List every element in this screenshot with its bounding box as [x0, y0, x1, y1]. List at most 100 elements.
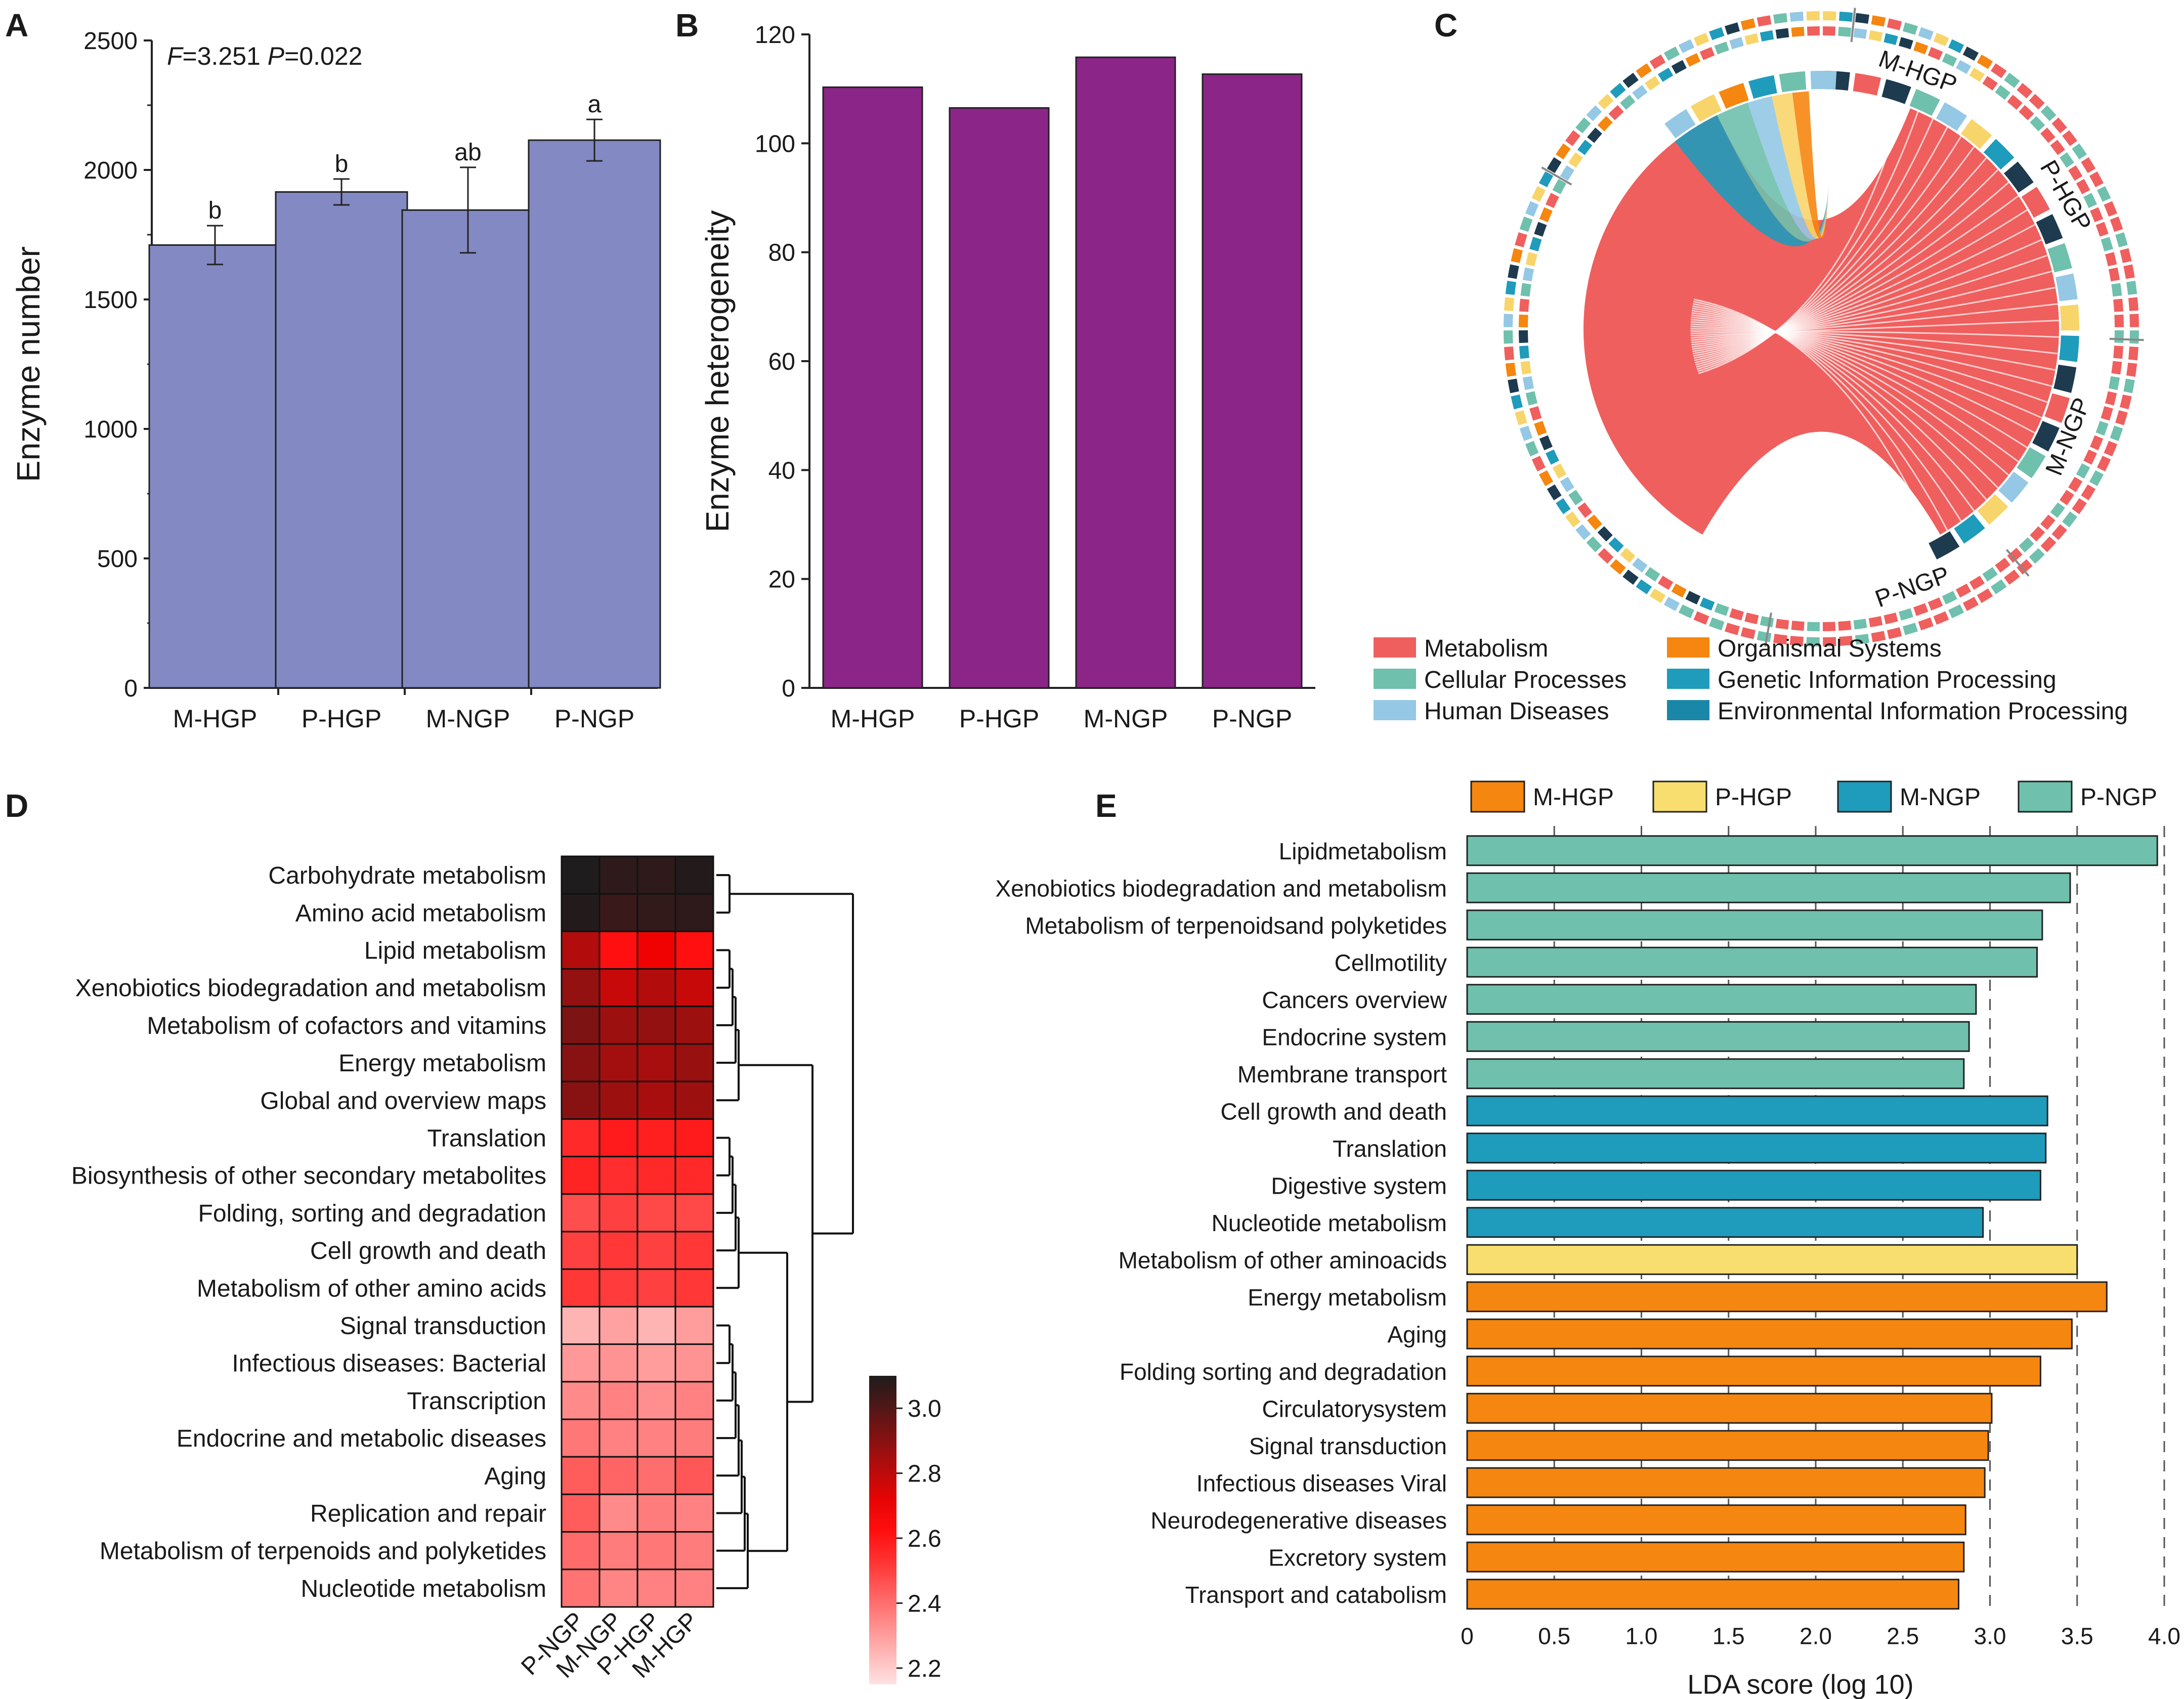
outer-ring-stripe	[1525, 441, 1539, 457]
bar-m-ngp	[1075, 56, 1176, 689]
legend-label: M-NGP	[1900, 784, 1981, 811]
heatmap-cell	[598, 1531, 638, 1571]
chord-fan-line	[1695, 136, 1962, 366]
outer-ring-stripe	[1522, 267, 1534, 282]
heatmap-cell	[674, 1381, 714, 1420]
outer-ring-stripe	[2019, 105, 2034, 120]
outer-ring-stripe	[2083, 193, 2097, 208]
y-tick-label: 1500	[83, 287, 138, 314]
bar-label: Aging	[1387, 1321, 1447, 1347]
outer-ring-stripe	[2123, 378, 2135, 394]
chord-fan-line	[1691, 270, 2052, 343]
outer-ring-stripe	[1525, 252, 1537, 267]
group-divider	[2109, 337, 2144, 341]
heatmap-cell	[636, 1418, 676, 1458]
y-tick-label: 80	[768, 240, 795, 267]
legend-label: Organismal Systems	[1718, 635, 1942, 662]
y-axis-label: Enzyme number	[10, 246, 47, 482]
outer-ring-stripe	[1560, 476, 1574, 493]
chord-fan-line	[1696, 126, 1948, 368]
heatmap-cell	[674, 1193, 714, 1233]
outer-ring-stripe	[2101, 237, 2113, 251]
outer-ring-stripe	[1839, 12, 1853, 22]
outer-ring-stripe	[2110, 216, 2123, 232]
chord-fan-line	[1691, 319, 2036, 434]
outer-ring-stripe	[1913, 603, 1929, 616]
outer-ring-stripe	[2114, 314, 2124, 327]
significance-letter: b	[335, 151, 349, 178]
outer-ring-stripe	[1693, 611, 1709, 625]
outer-ring-stripe	[2060, 490, 2074, 505]
outer-ring-stripe	[1693, 32, 1709, 47]
heatmap-cell	[598, 1231, 638, 1270]
outer-ring-stripe	[1823, 637, 1836, 646]
outer-ring-stripe	[1520, 361, 1531, 375]
row-label: Signal transduction	[340, 1313, 546, 1340]
outer-ring-stripe	[2050, 140, 2065, 155]
outer-ring-stripe	[1519, 330, 1528, 343]
heatmap-cell	[561, 1381, 601, 1420]
outer-ring-stripe	[1657, 576, 1674, 590]
legend-swatch	[1374, 669, 1416, 689]
legend-swatch	[1374, 700, 1416, 720]
chord-fan-line	[1696, 118, 1934, 370]
row-label: Endocrine and metabolic diseases	[177, 1425, 546, 1452]
outer-ring-stripe	[1729, 608, 1744, 621]
outer-ring-stripe	[2128, 346, 2138, 361]
outer-ring-stripe	[2129, 330, 2139, 344]
bar-label: Transport and catabolism	[1185, 1582, 1447, 1608]
chord-fan-line	[1694, 157, 1987, 362]
outer-ring-stripe	[2096, 186, 2111, 202]
outer-ring-stripe	[1565, 130, 1580, 146]
bar-label: Metabolism of other aminoacids	[1119, 1247, 1447, 1273]
heatmap-cell	[636, 930, 676, 970]
outer-ring-stripe	[2126, 281, 2137, 295]
row-label: Metabolism of terpenoids and polyketides	[100, 1538, 546, 1565]
outer-ring-stripe	[2040, 536, 2057, 552]
outer-ring-stripe	[1636, 63, 1652, 78]
outer-ring-stripe	[1547, 484, 1562, 501]
outer-ring-stripe	[1620, 548, 1636, 563]
chord-fan-line	[1697, 111, 1919, 372]
outer-ring-stripe	[1942, 591, 1957, 605]
x-tick-label: 3.5	[2061, 1623, 2093, 1649]
bar-p-hgp	[949, 107, 1050, 689]
chord-fan-line	[1692, 308, 1987, 501]
outer-ring-stripe	[2083, 449, 2097, 465]
outer-ring-stripe	[2050, 502, 2065, 518]
outer-ring-stripe	[2081, 157, 2096, 173]
outer-ring-stripe	[1608, 105, 1624, 120]
outer-ring-stripe	[1608, 537, 1624, 553]
outer-ring-stripe	[1519, 345, 1529, 359]
x-tick-label: P-HGP	[959, 705, 1039, 733]
outer-ring-stripe	[2040, 127, 2055, 143]
legend-swatch	[1667, 669, 1709, 689]
heatmap-cell	[674, 1418, 714, 1458]
bar-p-ngp	[528, 139, 661, 689]
bar-label: Cancers overview	[1262, 987, 1447, 1013]
outer-ring-stripe	[1977, 588, 1993, 603]
outer-ring-stripe	[2090, 207, 2104, 223]
heatmap-cell	[598, 1268, 638, 1308]
bar-label: Infectious diseases Viral	[1196, 1470, 1447, 1496]
outer-ring-stripe	[2129, 314, 2139, 327]
outer-ring-stripe	[1529, 237, 1542, 251]
outer-ring-stripe	[1597, 526, 1613, 542]
legend-swatch	[2018, 780, 2073, 813]
outer-ring-stripe	[1577, 140, 1593, 155]
outer-ring-stripe	[1709, 27, 1725, 40]
x-tick-label: 1.5	[1712, 1623, 1745, 1649]
lda-bar	[1466, 1356, 2041, 1387]
row-label: Cell growth and death	[310, 1238, 546, 1265]
outer-ring-stripe	[1519, 314, 1528, 327]
bar-p-hgp	[275, 191, 408, 689]
outer-ring-stripe	[1636, 579, 1652, 594]
bar-label: Excretory system	[1268, 1544, 1447, 1571]
outer-ring-stripe	[1565, 511, 1580, 528]
outer-ring-stripe	[1887, 627, 1902, 639]
row-label: Aging	[484, 1463, 546, 1490]
outer-ring-stripe	[2081, 484, 2096, 501]
outer-ring-stripe	[1632, 85, 1648, 100]
heatmap-cell	[674, 1531, 714, 1571]
